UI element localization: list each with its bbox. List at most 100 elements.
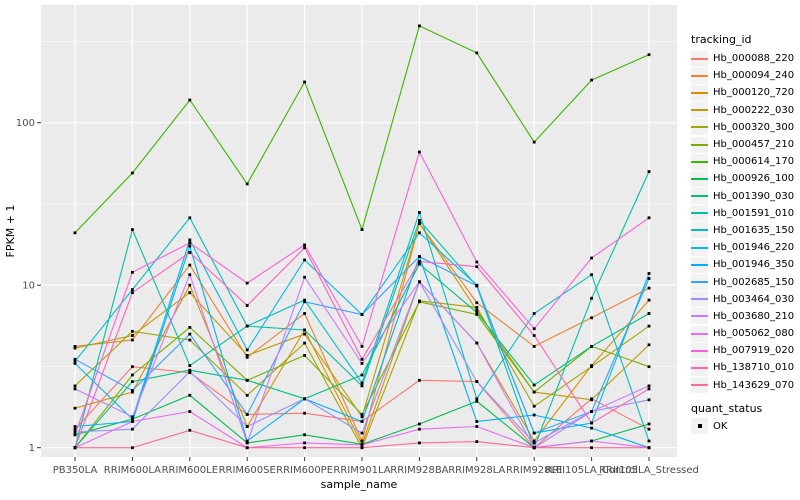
data-point <box>73 406 77 410</box>
legend-item-label: Hb_000614_170 <box>713 156 795 168</box>
data-point <box>360 313 364 316</box>
data-point <box>188 263 192 267</box>
data-point <box>188 338 192 342</box>
data-point <box>532 312 536 315</box>
legend-item-label: Hb_001635_150 <box>713 224 795 236</box>
x-tick-label: RRIM928LE <box>506 465 562 476</box>
data-point <box>647 170 651 173</box>
data-point <box>131 270 134 274</box>
data-point <box>360 431 364 435</box>
data-point <box>303 243 306 247</box>
data-point <box>73 433 77 437</box>
data-point <box>360 446 364 450</box>
data-point <box>475 301 479 305</box>
data-point <box>245 304 249 307</box>
data-point <box>647 53 651 57</box>
legend-item: Hb_003680_210 <box>691 308 799 325</box>
legend-item-label: Hb_000120_720 <box>713 87 795 99</box>
data-point <box>188 428 192 432</box>
data-point <box>303 441 306 445</box>
x-tick-label: RRIM928BA <box>390 465 448 476</box>
legend-item-label: Hb_007919_020 <box>713 345 795 357</box>
data-point <box>188 368 192 372</box>
legend-item: Hb_000614_170 <box>691 153 799 170</box>
legend-item-label: Hb_143629_070 <box>713 379 795 391</box>
data-point <box>532 441 536 445</box>
y-tick-label: 10 <box>22 281 35 292</box>
legend-key-swatch <box>691 291 708 308</box>
legend-key-line <box>691 126 708 129</box>
data-point <box>590 439 593 443</box>
legend-key-line <box>691 143 708 146</box>
data-point <box>360 443 364 447</box>
data-point <box>360 345 364 348</box>
data-point <box>360 381 364 385</box>
legend-item-label: Hb_005062_080 <box>713 328 795 340</box>
legend-item-label: Hb_001946_220 <box>713 242 795 254</box>
legend-key-swatch <box>691 102 708 119</box>
legend-item: Hb_000094_240 <box>691 67 799 84</box>
legend-item: Hb_001390_030 <box>691 188 799 205</box>
data-point <box>647 272 651 275</box>
legend-key-line <box>691 263 708 266</box>
legend-item-label: Hb_000088_220 <box>713 53 795 65</box>
legend-item-label: Hb_001390_030 <box>713 190 795 202</box>
data-point <box>418 255 421 258</box>
x-tick-label: RRIM600LA <box>104 465 161 476</box>
data-point <box>590 365 593 369</box>
x-tick-label: RRII105LA_Control <box>545 465 638 476</box>
data-point <box>73 427 77 431</box>
data-point <box>360 228 364 231</box>
data-point <box>418 378 421 382</box>
data-point <box>245 425 249 428</box>
legend-item-label: Hb_000320_300 <box>713 121 795 133</box>
data-point <box>303 332 306 336</box>
data-point <box>188 244 192 248</box>
data-point <box>418 427 421 431</box>
data-point <box>590 256 593 260</box>
data-point <box>303 411 306 415</box>
data-point <box>475 311 479 314</box>
data-point <box>303 328 306 332</box>
data-point <box>590 446 593 450</box>
data-point <box>131 389 134 392</box>
data-point <box>418 222 421 225</box>
data-point <box>647 286 651 290</box>
data-point <box>360 439 364 443</box>
data-point <box>475 265 479 269</box>
data-point <box>418 211 421 214</box>
data-point <box>647 343 651 347</box>
legend-key-swatch <box>691 136 708 153</box>
data-point <box>188 332 192 336</box>
data-point <box>188 326 192 329</box>
data-point <box>532 140 536 144</box>
legend-key-line <box>691 74 708 77</box>
data-point <box>360 413 364 416</box>
data-point <box>590 398 593 402</box>
legend-key-swatch <box>691 274 708 291</box>
legend-key-swatch <box>691 325 708 342</box>
legend-item-label: Hb_003680_210 <box>713 310 795 322</box>
x-tick-label: RRIM600SE <box>219 465 276 476</box>
data-point <box>647 365 651 369</box>
data-point <box>188 98 192 102</box>
legend-key-swatch <box>691 188 708 205</box>
legend-item: Hb_000926_100 <box>691 170 799 187</box>
data-point <box>532 413 536 417</box>
x-tick-label: PB350LA <box>53 465 98 476</box>
data-point <box>475 399 479 403</box>
black-square-marker-icon <box>697 424 702 429</box>
data-point <box>475 51 479 55</box>
data-point <box>590 296 593 300</box>
data-point <box>475 440 479 443</box>
data-point <box>131 373 134 377</box>
legend-item-label: Hb_000457_210 <box>713 139 795 151</box>
legend-item: Hb_001635_150 <box>691 222 799 239</box>
data-point <box>131 171 134 175</box>
data-point <box>647 384 651 388</box>
data-point <box>131 427 134 431</box>
data-point <box>188 410 192 413</box>
legend-item-label: Hb_003464_030 <box>713 293 795 305</box>
legend-item-label: Hb_001946_350 <box>713 259 795 271</box>
